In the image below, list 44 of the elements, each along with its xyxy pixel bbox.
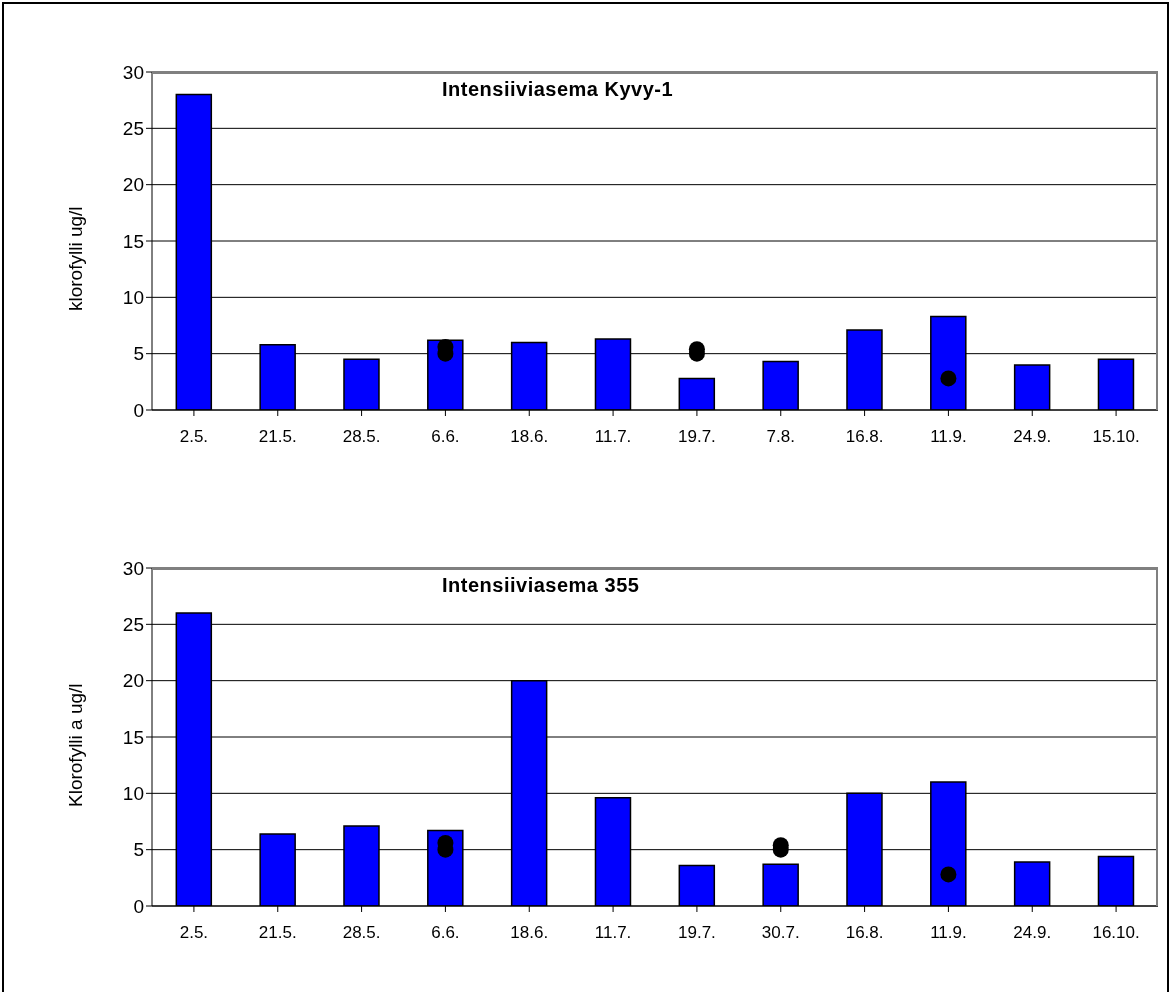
x-tick-label: 19.7. <box>678 427 716 447</box>
x-tick-label: 7.8. <box>766 427 795 447</box>
x-tick-label: 15.10. <box>1092 427 1140 447</box>
y-axis-title: klorofylli ug/l <box>64 206 86 311</box>
x-tick-label: 2.5. <box>179 923 209 943</box>
y-tick-label: 10 <box>122 783 144 805</box>
x-tick-label: 18.6. <box>510 923 549 943</box>
x-tick-label: 2.5. <box>179 427 209 447</box>
x-tick-label: 28.5. <box>342 923 381 943</box>
y-tick-label: 30 <box>122 557 144 579</box>
x-tick-label: 19.7. <box>678 923 716 943</box>
y-tick-label: 30 <box>122 61 144 83</box>
y-tick-label: 5 <box>133 343 144 365</box>
x-tick-label: 16.10. <box>1092 923 1140 943</box>
chart-title: Intensiiviasema 355 <box>442 574 640 597</box>
chart-title: Intensiiviasema Kyvy-1 <box>442 78 674 101</box>
y-axis-title: Klorofylli a ug/l <box>64 683 86 807</box>
x-tick-label: 6.6. <box>431 427 460 447</box>
y-tick-label: 0 <box>133 399 144 421</box>
x-tick-label: 11.9. <box>930 923 967 943</box>
x-tick-label: 21.5. <box>258 923 297 943</box>
y-tick-label: 25 <box>122 614 144 636</box>
x-tick-label: 11.7. <box>594 427 632 447</box>
y-tick-label: 15 <box>122 230 144 252</box>
y-tick-label: 15 <box>122 726 144 748</box>
x-tick-label: 6.6. <box>431 923 460 943</box>
x-tick-label: 11.7. <box>594 923 632 943</box>
y-tick-label: 20 <box>122 174 144 196</box>
x-tick-label: 18.6. <box>510 427 549 447</box>
x-tick-label: 16.8. <box>845 923 884 943</box>
x-tick-label: 21.5. <box>258 427 297 447</box>
point <box>940 866 957 883</box>
x-tick-label: 28.5. <box>342 427 381 447</box>
x-tick-label: 30.7. <box>761 923 800 943</box>
y-tick-label: 20 <box>122 670 144 692</box>
x-tick-label: 24.9. <box>1013 923 1052 943</box>
point <box>940 370 957 387</box>
x-tick-label: 11.9. <box>930 427 967 447</box>
x-tick-label: 24.9. <box>1013 427 1052 447</box>
y-tick-label: 5 <box>133 839 144 861</box>
x-tick-label: 16.8. <box>845 427 884 447</box>
y-tick-label: 0 <box>133 895 144 917</box>
y-tick-label: 10 <box>122 287 144 309</box>
y-tick-label: 25 <box>122 118 144 140</box>
